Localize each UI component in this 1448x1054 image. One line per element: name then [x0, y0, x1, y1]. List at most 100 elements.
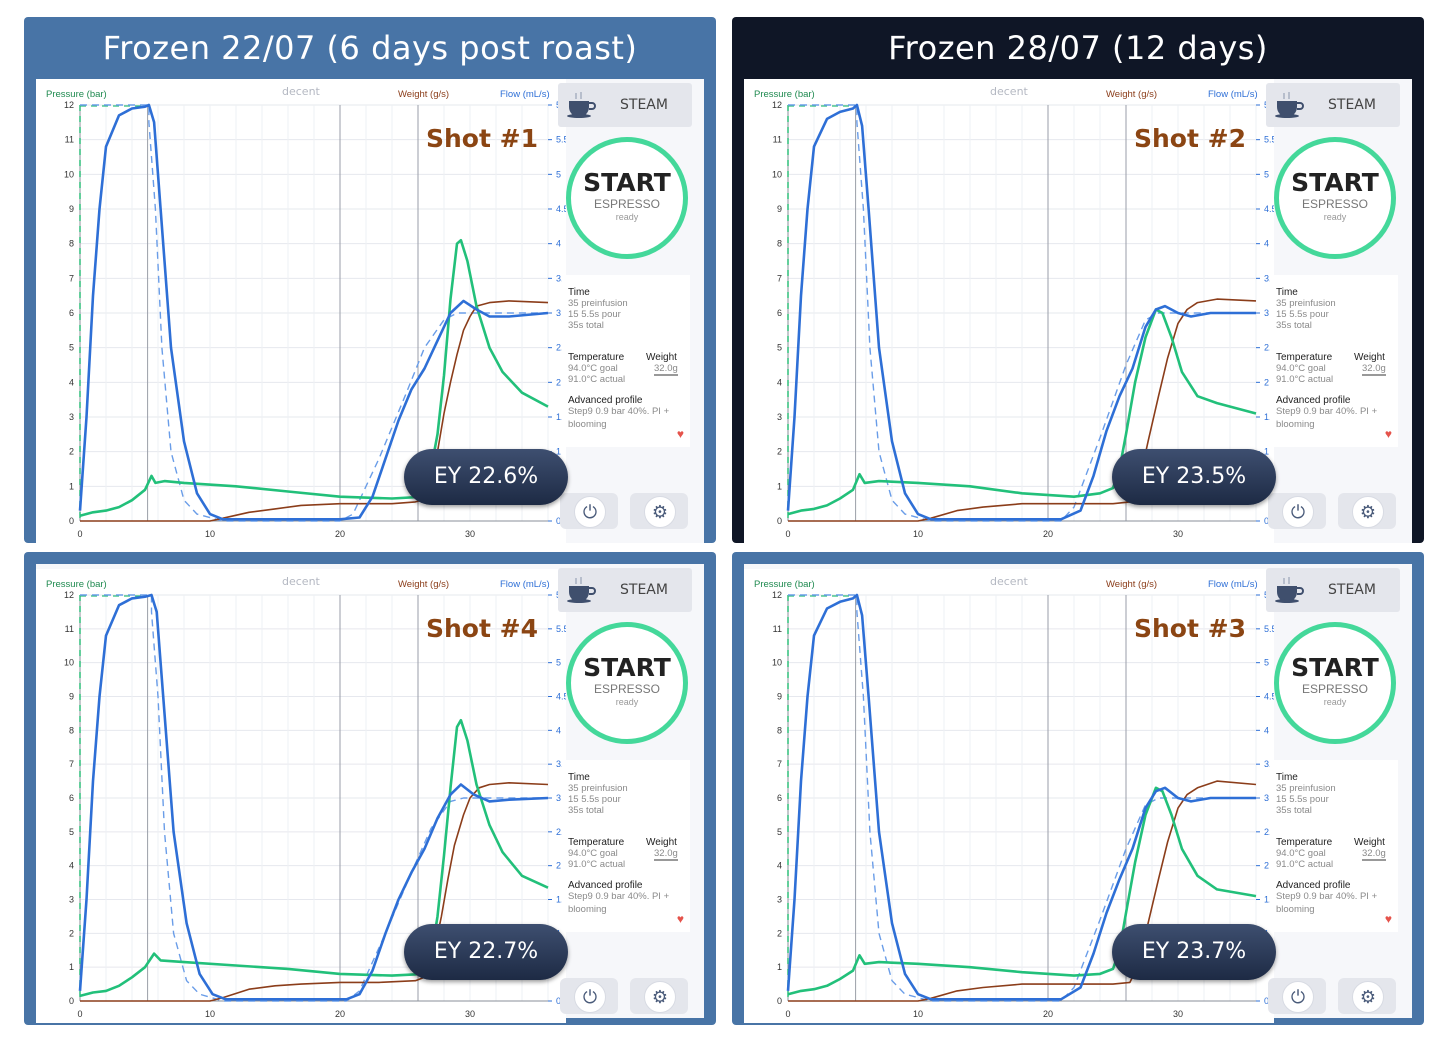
ready-label: ready: [1323, 212, 1347, 222]
control-sidebar: STEAM START ESPRESSO ready Time 35 prein…: [556, 79, 698, 543]
weight-value[interactable]: 32.0g: [1362, 848, 1386, 861]
y-tick-label-left: 11: [773, 135, 782, 145]
power-icon: ⏻: [1282, 981, 1314, 1013]
steam-button[interactable]: STEAM: [558, 83, 692, 127]
time-total: 35s total: [568, 805, 604, 816]
weight-value[interactable]: 32.0g: [654, 848, 678, 861]
heart-icon[interactable]: ♥: [676, 427, 684, 441]
x-tick-label: 0: [785, 529, 790, 539]
y-tick-label-left: 0: [69, 516, 74, 526]
y-tick-label-left: 5: [69, 343, 74, 353]
pressure-axis-label: Pressure (bar): [754, 89, 815, 100]
steam-button[interactable]: STEAM: [1266, 568, 1400, 612]
shot-chart: 0123456789101112011.522.533.544.555.55.0…: [36, 79, 566, 543]
y-tick-label-left: 10: [64, 658, 74, 668]
panel-shot-4: 0123456789101112011.522.533.544.555.55.0…: [24, 552, 716, 1025]
y-tick-label-right: 4.5: [1264, 204, 1274, 214]
weight-axis-label: Weight (g/s): [398, 579, 449, 590]
steam-button[interactable]: STEAM: [558, 568, 692, 612]
x-tick-label: 0: [77, 529, 82, 539]
y-tick-label-right: 2.5: [1264, 827, 1274, 837]
y-tick-label-left: 2: [69, 447, 74, 457]
settings-button[interactable]: ⚙: [630, 493, 688, 529]
shot-info-card: Time 35 preinfusion 15 5.5s pour 35s tot…: [1270, 760, 1398, 932]
profile-line-2: blooming: [568, 904, 607, 915]
y-tick-label-left: 7: [777, 759, 782, 769]
flow-axis-label: Flow (mL/s): [500, 89, 550, 100]
power-button[interactable]: ⏻: [1268, 978, 1326, 1014]
settings-button[interactable]: ⚙: [1338, 978, 1396, 1014]
panel-header-title: Frozen 28/07 (12 days): [888, 29, 1268, 67]
y-tick-label-right: 5: [1264, 658, 1269, 668]
start-espresso-button[interactable]: START ESPRESSO ready: [566, 622, 688, 744]
y-tick-label-right: 2: [1264, 377, 1269, 387]
y-tick-label-right: 4.5: [556, 692, 566, 702]
power-button[interactable]: ⏻: [1268, 493, 1326, 529]
pressure-series-line: [786, 593, 1256, 1001]
power-button[interactable]: ⏻: [560, 978, 618, 1014]
weight-value[interactable]: 32.0g: [1362, 363, 1386, 376]
steam-label: STEAM: [620, 582, 668, 598]
espresso-label: ESPRESSO: [593, 682, 661, 696]
y-tick-label-right: 2.5: [556, 343, 566, 353]
y-tick-label-left: 0: [777, 996, 782, 1006]
steam-button[interactable]: STEAM: [1266, 83, 1400, 127]
time-total: 35s total: [1276, 320, 1312, 331]
heart-icon[interactable]: ♥: [676, 912, 684, 926]
y-tick-label-left: 6: [777, 793, 782, 803]
weight-value[interactable]: 32.0g: [654, 363, 678, 376]
y-tick-label-left: 1: [777, 962, 782, 972]
flow-axis-label: Flow (mL/s): [1208, 89, 1258, 100]
profile-line-2: blooming: [1276, 419, 1315, 430]
y-tick-label-right: 0: [1264, 996, 1269, 1006]
start-espresso-button[interactable]: START ESPRESSO ready: [566, 137, 688, 259]
temperature-actual: 91.0°C actual: [568, 859, 626, 870]
y-tick-label-left: 6: [69, 793, 74, 803]
profile-heading: Advanced profile: [568, 880, 643, 891]
profile-heading: Advanced profile: [1276, 395, 1351, 406]
ready-label: ready: [615, 697, 639, 707]
flow-series-line: [79, 238, 549, 518]
power-button[interactable]: ⏻: [560, 493, 618, 529]
pressure-series-line: [786, 103, 1256, 521]
y-tick-label-right: 0: [1264, 516, 1269, 526]
brand-label: decent: [282, 85, 321, 98]
weight-heading: Weight: [646, 837, 677, 848]
pressure-series-line: [78, 103, 549, 521]
y-tick-label-right: 3: [1264, 793, 1269, 803]
temperature-heading: Temperature: [1276, 352, 1333, 363]
temperature-heading: Temperature: [568, 352, 625, 363]
time-total: 35s total: [568, 320, 604, 331]
start-espresso-button[interactable]: START ESPRESSO ready: [1274, 622, 1396, 744]
power-icon: ⏻: [574, 981, 606, 1013]
y-tick-label-right: 3.5: [556, 273, 566, 283]
time-total: 35s total: [1276, 805, 1312, 816]
flow-series-line: [79, 718, 549, 998]
shot-label: Shot #1: [426, 124, 538, 153]
control-sidebar: STEAM START ESPRESSO ready Time 35 prein…: [1264, 564, 1406, 1018]
profile-line-2: blooming: [1276, 904, 1315, 915]
y-tick-label-left: 9: [777, 692, 782, 702]
panel-shot-3: 0123456789101112011.522.533.544.555.55.0…: [732, 552, 1424, 1025]
settings-button[interactable]: ⚙: [630, 978, 688, 1014]
y-tick-label-left: 8: [777, 725, 782, 735]
heart-icon[interactable]: ♥: [1384, 427, 1392, 441]
x-tick-label: 20: [1043, 529, 1053, 539]
y-tick-label-left: 11: [65, 135, 74, 145]
gear-icon: ⚙: [1352, 496, 1384, 528]
y-tick-label-left: 7: [69, 273, 74, 283]
heart-icon[interactable]: ♥: [1384, 912, 1392, 926]
y-tick-label-left: 3: [69, 412, 74, 422]
weight-heading: Weight: [1354, 837, 1385, 848]
time-heading: Time: [568, 287, 590, 298]
y-tick-label-left: 7: [69, 759, 74, 769]
start-espresso-button[interactable]: START ESPRESSO ready: [1274, 137, 1396, 259]
time-preinfusion: 35 preinfusion: [568, 298, 628, 309]
x-tick-label: 20: [1043, 1009, 1053, 1019]
temperature-goal: 94.0°C goal: [1276, 363, 1326, 374]
settings-button[interactable]: ⚙: [1338, 493, 1396, 529]
y-tick-label-right: 5.5: [556, 624, 566, 634]
y-tick-label-left: 4: [69, 377, 74, 387]
power-icon: ⏻: [574, 496, 606, 528]
shot-info-card: Time 35 preinfusion 15 5.5s pour 35s tot…: [1270, 275, 1398, 447]
